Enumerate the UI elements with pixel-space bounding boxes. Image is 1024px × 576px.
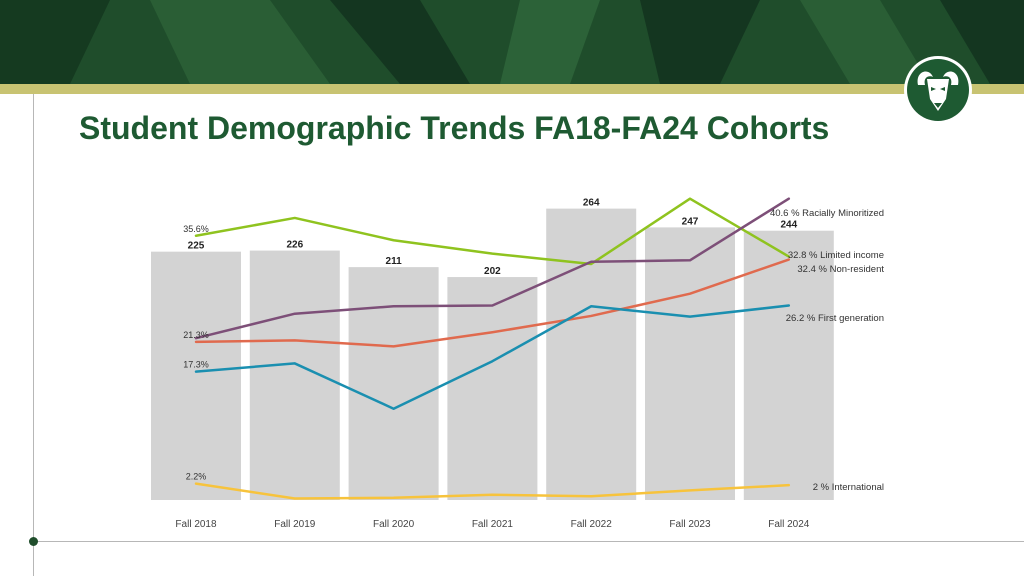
x-tick-label: Fall 2021 <box>472 519 514 530</box>
bar-value-label: 264 <box>583 198 600 209</box>
ram-head-logo-icon <box>904 56 972 124</box>
bar-1 <box>151 251 241 500</box>
bar-value-label: 244 <box>780 220 797 231</box>
divider-dot <box>29 537 38 546</box>
series-start-label: 2.2% <box>186 472 207 482</box>
bar-6 <box>645 227 735 500</box>
series-line-non-resident <box>194 258 791 348</box>
x-tick-label: Fall 2023 <box>669 519 711 530</box>
bar-value-label: 211 <box>386 256 403 267</box>
series-line-limited-income <box>194 197 791 340</box>
bar-7 <box>743 230 834 500</box>
bar-value-label: 202 <box>484 266 501 277</box>
series-start-label: 35.6% <box>183 224 209 234</box>
series-end-label: 32.4 % Non-resident <box>797 264 884 275</box>
series-line-first-generation <box>194 304 791 410</box>
x-tick-label: Fall 2019 <box>274 519 316 530</box>
x-tick-label: Fall 2018 <box>175 519 217 530</box>
x-tick-label: Fall 2022 <box>571 519 613 530</box>
page-title: Student Demographic Trends FA18-FA24 Coh… <box>79 110 830 146</box>
bar-value-label: 225 <box>188 241 205 252</box>
series-end-label: 2 % International <box>813 482 884 493</box>
series-start-label: 17.3% <box>183 360 209 370</box>
bar-4 <box>447 277 538 500</box>
left-divider <box>33 94 34 576</box>
bottom-divider <box>33 541 1024 542</box>
series-end-label: 32.8 % Limited income <box>788 250 884 261</box>
series-line-international <box>194 482 791 500</box>
gold-strip <box>0 84 1024 94</box>
banner-stripes <box>0 0 1024 84</box>
bar-2 <box>249 250 340 500</box>
bar-5 <box>546 208 637 500</box>
x-tick-label: Fall 2020 <box>373 519 415 530</box>
x-tick-label: Fall 2024 <box>768 519 810 530</box>
series-end-label: 40.6 % Racially Minoritized <box>770 208 884 219</box>
header-banner <box>0 0 1024 84</box>
bar-3 <box>348 267 439 500</box>
bar-value-label: 226 <box>286 240 303 251</box>
bar-value-label: 247 <box>682 216 699 227</box>
series-start-label: 21.3% <box>183 330 209 340</box>
series-line-racially-minoritized <box>194 197 791 266</box>
series-end-label: 26.2 % First generation <box>786 313 884 324</box>
